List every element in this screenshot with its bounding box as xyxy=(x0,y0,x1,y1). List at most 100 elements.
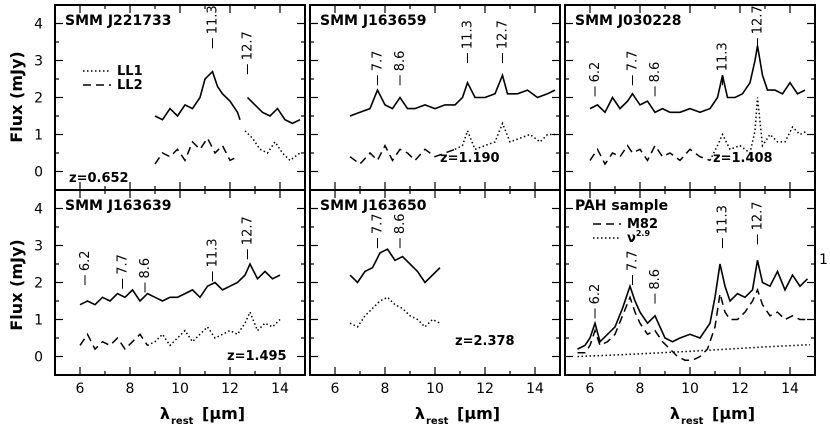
feature-label: 8.6 xyxy=(138,258,153,279)
x-tick-label: 8 xyxy=(126,381,135,397)
feature-label: 12.7 xyxy=(496,20,511,49)
feature-label: 7.7 xyxy=(371,51,386,72)
feature-label: 7.7 xyxy=(371,213,386,234)
y-tick-label: 1 xyxy=(34,313,43,329)
legend-label: M82 xyxy=(627,217,658,232)
x-tick-label: 8 xyxy=(381,381,390,397)
x-axis-label-symbol: λ xyxy=(415,404,425,423)
panel-frame xyxy=(309,189,561,376)
series-line-solid xyxy=(154,70,241,121)
feature-label: 8.6 xyxy=(648,62,663,83)
x-tick-label: 6 xyxy=(76,381,85,397)
x-axis-label-symbol: λ xyxy=(160,404,170,423)
x-axis-label-unit: [μm] xyxy=(202,404,245,423)
feature-label: 12.7 xyxy=(241,31,256,60)
feature-label: 11.3 xyxy=(716,42,731,71)
x-tick-label: 12 xyxy=(221,381,239,397)
series-line-dotted xyxy=(244,130,301,162)
x-tick-label: 12 xyxy=(731,381,749,397)
redshift-label: z=1.408 xyxy=(713,151,773,166)
feature-label: 6.2 xyxy=(78,250,93,271)
x-tick-label: 8 xyxy=(636,381,645,397)
right-axis-label: 1 xyxy=(819,252,828,268)
panel-2: 6.2 7.7 8.6 11.3 12.7 SMM J030228 z=1.408 xyxy=(564,4,816,191)
y-axis-label-top: Flux (mJy) xyxy=(7,51,26,142)
redshift-label: z=0.652 xyxy=(69,171,129,186)
panel-title: SMM J163659 xyxy=(320,13,426,29)
feature-label: 11.3 xyxy=(716,205,731,234)
y-axis-label-bottom: Flux (mJy) xyxy=(7,239,26,330)
feature-label: 7.7 xyxy=(626,250,641,271)
y-tick-label: 0 xyxy=(34,165,43,181)
feature-label: 12.7 xyxy=(241,216,256,245)
series-line-dashed xyxy=(577,287,808,361)
legend-label: ν2.9 xyxy=(627,229,650,246)
legend-label: LL2 xyxy=(117,78,143,93)
redshift-label: z=1.495 xyxy=(227,349,287,364)
panel-title: SMM J030228 xyxy=(575,13,681,29)
series-line-dotted xyxy=(147,310,281,347)
feature-label: 7.7 xyxy=(626,51,641,72)
panel-title: SMM J221733 xyxy=(65,13,171,29)
panel-5: 6 8 10 12 14 λ rest [μm] 6.2 7.7 8.6 11.3 12.7 PAH sa… xyxy=(564,189,828,427)
redshift-label: z=1.190 xyxy=(440,151,500,166)
feature-label: 8.6 xyxy=(393,51,408,72)
redshift-label: z=2.378 xyxy=(455,334,515,349)
feature-label: 8.6 xyxy=(648,269,663,290)
x-axis-label-unit: [μm] xyxy=(457,404,500,423)
panel-frame xyxy=(54,4,306,191)
x-tick-label: 10 xyxy=(426,381,444,397)
feature-label: 11.3 xyxy=(461,20,476,49)
feature-label: 6.2 xyxy=(588,284,603,305)
series-line-solid xyxy=(349,248,441,284)
x-axis-label-unit: [μm] xyxy=(712,404,755,423)
feature-label: 12.7 xyxy=(751,5,766,34)
panel-frame xyxy=(54,189,306,376)
series-line-solid xyxy=(79,262,281,306)
feature-label: 8.6 xyxy=(393,213,408,234)
y-tick-label: 0 xyxy=(34,350,43,366)
x-tick-label: 10 xyxy=(171,381,189,397)
panel-title: SMM J163639 xyxy=(65,198,171,214)
x-axis-label-sub: rest xyxy=(171,416,194,427)
x-tick-label: 14 xyxy=(526,381,544,397)
series-line-solid xyxy=(589,45,806,114)
x-axis-label-symbol: λ xyxy=(670,404,680,423)
y-tick-label: 2 xyxy=(34,276,43,292)
series-line-dashed xyxy=(79,332,149,351)
feature-label: 12.7 xyxy=(751,201,766,230)
series-line-dotted xyxy=(577,343,811,358)
feature-label: 11.3 xyxy=(206,238,221,267)
x-axis-label-sub: rest xyxy=(426,416,449,427)
series-line-solid xyxy=(577,260,809,350)
x-tick-label: 10 xyxy=(681,381,699,397)
feature-label: 11.3 xyxy=(206,5,221,34)
panel-1: 7.7 8.6 11.3 12.7 SMM J163659 z=1.190 xyxy=(309,4,561,191)
y-tick-label: 2 xyxy=(34,91,43,107)
series-line-dashed xyxy=(349,143,456,166)
y-tick-label: 3 xyxy=(34,239,43,255)
legend-label: LL1 xyxy=(117,64,143,79)
series-line-solid xyxy=(246,96,301,125)
panel-title: PAH sample xyxy=(575,198,668,214)
x-tick-label: 6 xyxy=(331,381,340,397)
series-line-dashed xyxy=(589,144,711,166)
x-axis-label-sub: rest xyxy=(681,416,704,427)
x-tick-label: 12 xyxy=(476,381,494,397)
y-tick-label: 4 xyxy=(34,17,43,33)
series-line-solid xyxy=(349,72,556,117)
x-tick-label: 14 xyxy=(271,381,289,397)
series-line-dashed xyxy=(154,136,238,165)
panel-frame xyxy=(309,4,561,191)
series-line-dotted xyxy=(709,97,808,161)
panel-title: SMM J163650 xyxy=(320,198,427,214)
y-tick-label: 4 xyxy=(34,202,43,218)
series-line-dotted xyxy=(349,296,441,328)
panel-frame xyxy=(564,189,816,376)
x-tick-label: 6 xyxy=(586,381,595,397)
